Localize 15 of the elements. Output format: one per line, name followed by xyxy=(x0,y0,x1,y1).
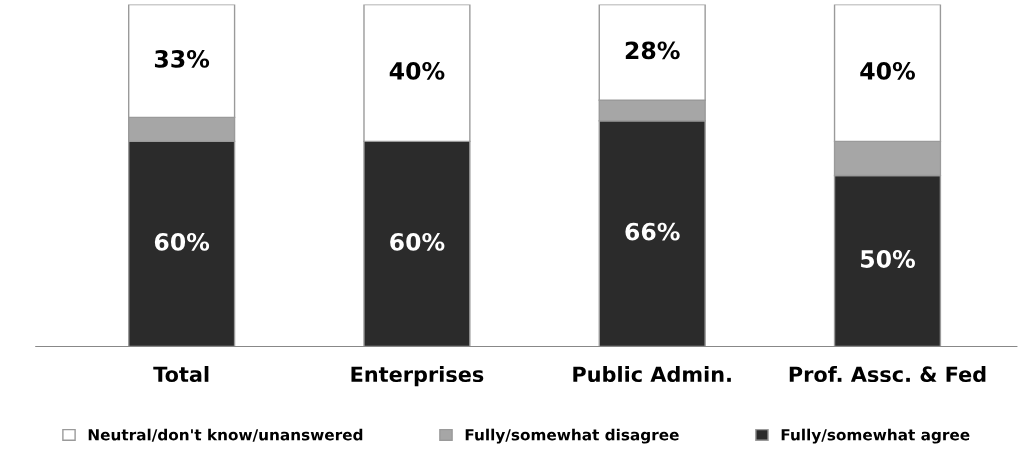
data-label: 60% xyxy=(390,232,445,251)
x-tick-label: Enterprises xyxy=(351,365,484,387)
legend-label: Fully/somewhat disagree xyxy=(465,428,679,444)
data-label: 50% xyxy=(861,250,915,268)
data-label: 40% xyxy=(389,61,445,80)
x-tick-label: Public Admin. xyxy=(573,365,731,383)
legend-label: Fully/somewhat agree xyxy=(781,428,970,444)
data-label: 60% xyxy=(154,232,210,251)
data-label: 66% xyxy=(625,222,680,241)
data-label: 28% xyxy=(625,41,680,60)
legend-label: Neutral/don't know/unanswered xyxy=(88,428,363,442)
x-tick-label: Total xyxy=(153,365,209,383)
data-label: 40% xyxy=(860,61,915,80)
data-label: 33% xyxy=(154,49,210,68)
x-tick-label: Prof. Assc. & Fed xyxy=(789,365,986,383)
